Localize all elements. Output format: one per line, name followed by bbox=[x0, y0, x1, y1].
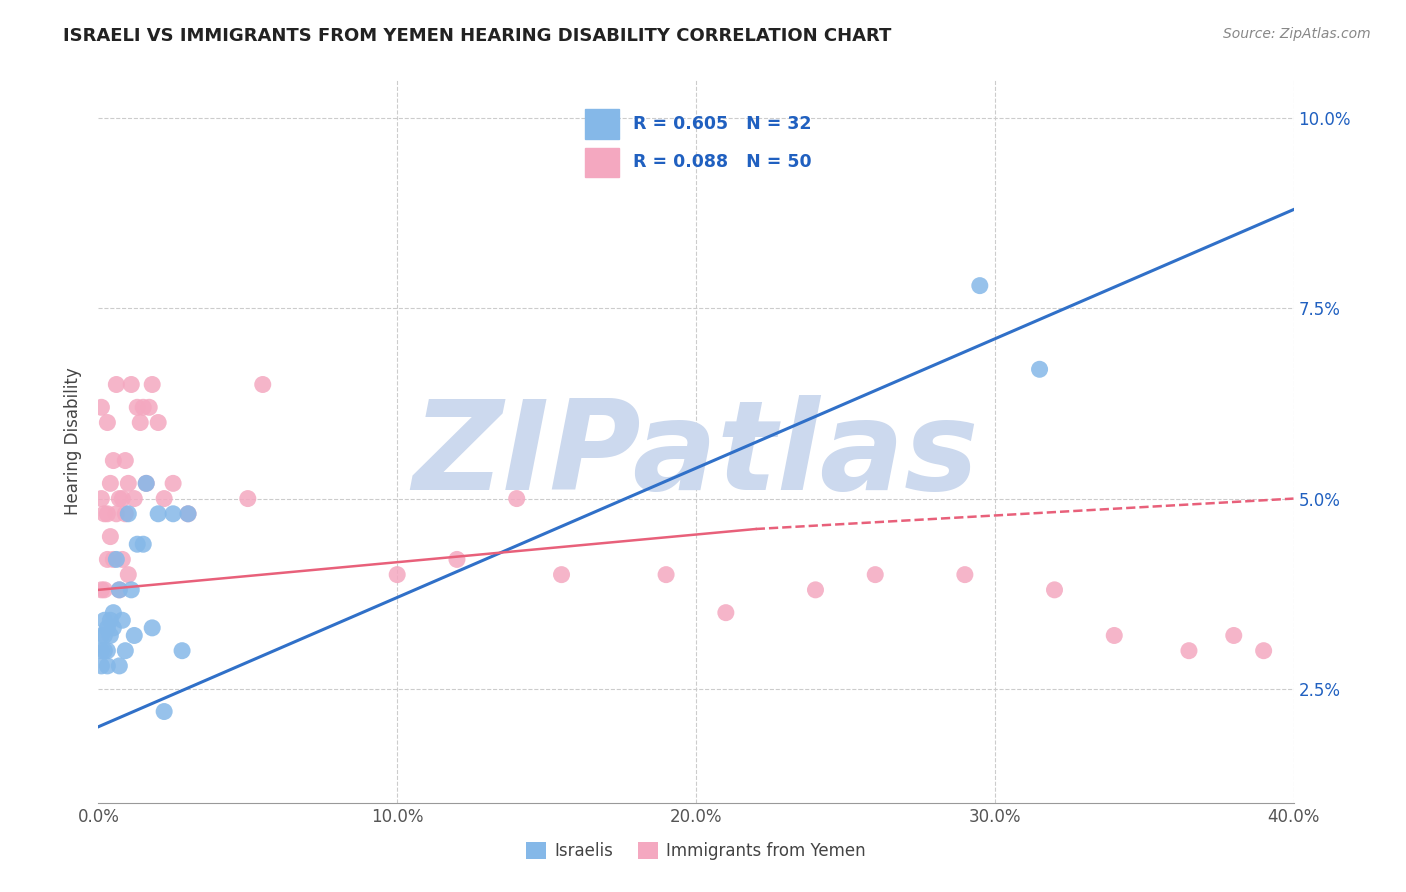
Point bbox=[865, 567, 887, 582]
Point bbox=[385, 567, 409, 582]
Text: Source: ZipAtlas.com: Source: ZipAtlas.com bbox=[1223, 27, 1371, 41]
Point bbox=[138, 401, 160, 415]
Point bbox=[1043, 582, 1066, 597]
Point bbox=[804, 582, 827, 597]
Point bbox=[236, 491, 259, 506]
Point bbox=[93, 582, 115, 597]
Point bbox=[108, 659, 131, 673]
Point bbox=[90, 628, 112, 642]
Point bbox=[93, 643, 115, 657]
Point bbox=[90, 491, 112, 506]
Point bbox=[105, 377, 128, 392]
Point bbox=[98, 613, 122, 627]
Point bbox=[148, 507, 170, 521]
Point bbox=[103, 621, 125, 635]
Point bbox=[148, 416, 170, 430]
Point bbox=[98, 628, 122, 642]
Point bbox=[114, 507, 136, 521]
Point bbox=[124, 628, 146, 642]
Text: ISRAELI VS IMMIGRANTS FROM YEMEN HEARING DISABILITY CORRELATION CHART: ISRAELI VS IMMIGRANTS FROM YEMEN HEARING… bbox=[63, 27, 891, 45]
Point bbox=[108, 582, 131, 597]
Text: ZIPatlas: ZIPatlas bbox=[413, 395, 979, 516]
Point bbox=[127, 401, 149, 415]
Point bbox=[120, 582, 142, 597]
Point bbox=[129, 416, 152, 430]
Point bbox=[1253, 643, 1275, 657]
Point bbox=[550, 567, 572, 582]
Point bbox=[96, 507, 118, 521]
Point bbox=[90, 582, 112, 597]
Point bbox=[93, 628, 115, 642]
Point bbox=[953, 567, 976, 582]
Point bbox=[252, 377, 274, 392]
Point bbox=[1028, 362, 1050, 376]
Point bbox=[141, 377, 163, 392]
Point bbox=[1223, 628, 1246, 642]
Point bbox=[172, 643, 194, 657]
Point bbox=[127, 537, 149, 551]
Point bbox=[135, 476, 157, 491]
Point bbox=[111, 613, 134, 627]
Y-axis label: Hearing Disability: Hearing Disability bbox=[63, 368, 82, 516]
Point bbox=[1178, 643, 1201, 657]
Point bbox=[506, 491, 529, 506]
Point bbox=[162, 507, 184, 521]
Point bbox=[98, 476, 122, 491]
Point bbox=[1104, 628, 1126, 642]
Point bbox=[132, 537, 155, 551]
Point bbox=[96, 416, 118, 430]
Point bbox=[177, 507, 200, 521]
Point bbox=[117, 507, 139, 521]
Point bbox=[103, 606, 125, 620]
Point bbox=[105, 507, 128, 521]
Point bbox=[103, 552, 125, 566]
Point bbox=[124, 491, 146, 506]
Point bbox=[132, 401, 155, 415]
Point bbox=[141, 621, 163, 635]
Point bbox=[90, 643, 112, 657]
Legend: Israelis, Immigrants from Yemen: Israelis, Immigrants from Yemen bbox=[519, 835, 873, 867]
Point bbox=[446, 552, 468, 566]
Point bbox=[111, 491, 134, 506]
Point bbox=[103, 453, 125, 467]
Point bbox=[114, 643, 136, 657]
Point bbox=[93, 613, 115, 627]
Point bbox=[969, 278, 991, 293]
Point bbox=[714, 606, 737, 620]
Point bbox=[162, 476, 184, 491]
Point bbox=[105, 552, 128, 566]
Point bbox=[90, 659, 112, 673]
Point bbox=[98, 530, 122, 544]
Point bbox=[117, 476, 139, 491]
Point bbox=[111, 552, 134, 566]
Point bbox=[120, 377, 142, 392]
Point bbox=[135, 476, 157, 491]
Point bbox=[90, 401, 112, 415]
Point bbox=[117, 567, 139, 582]
Point bbox=[177, 507, 200, 521]
Point bbox=[93, 507, 115, 521]
Point bbox=[153, 491, 176, 506]
Point bbox=[108, 582, 131, 597]
Point bbox=[108, 491, 131, 506]
Point bbox=[96, 552, 118, 566]
Point bbox=[96, 643, 118, 657]
Point bbox=[153, 705, 176, 719]
Point bbox=[96, 621, 118, 635]
Point bbox=[96, 659, 118, 673]
Point bbox=[114, 453, 136, 467]
Point bbox=[655, 567, 678, 582]
